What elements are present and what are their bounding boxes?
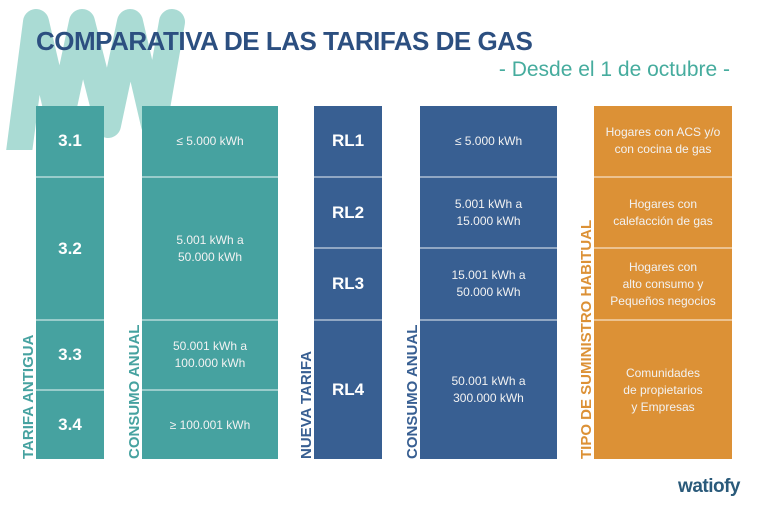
new-tariff-label: NUEVA TARIFA <box>298 350 315 459</box>
old-tariff-column: 3.1 3.2 3.3 3.4 <box>36 106 104 459</box>
supply-type-3: Hogares con alto consumo y Pequeños nego… <box>594 247 732 319</box>
new-tariff-rl4: RL4 <box>314 319 382 459</box>
old-tariff-3-1: 3.1 <box>58 131 82 150</box>
new-consumption-2: 5.001 kWh a 15.000 kWh <box>420 176 557 247</box>
new-consumption-1: ≤ 5.000 kWh <box>454 133 523 148</box>
old-consumption-1: ≤ 5.000 kWh <box>176 133 244 148</box>
old-consumption-3: 50.001 kWh a 100.000 kWh <box>142 319 278 389</box>
old-consumption-column: ≤ 5.000 kWh 5.001 kWh a 50.000 kWh 50.00… <box>142 106 278 459</box>
watiofy-logo: watiofy <box>678 476 740 497</box>
new-consumption-label: CONSUMO ANUAL <box>404 324 421 459</box>
new-tariff-rl2: RL2 <box>314 176 382 247</box>
page-subtitle: - Desde el 1 de octubre - <box>498 58 730 81</box>
old-tariff-3-2: 3.2 <box>36 176 104 319</box>
new-consumption-3: 15.001 kWh a 50.000 kWh <box>420 247 557 319</box>
supply-type-4: Comunidades de propietarios y Empresas <box>594 319 732 459</box>
old-tariff-3-3: 3.3 <box>36 319 104 389</box>
old-tariff-label: TARIFA ANTIGUA <box>20 334 37 459</box>
old-consumption-2: 5.001 kWh a 50.000 kWh <box>142 176 278 319</box>
old-consumption-label: CONSUMO ANUAL <box>126 324 143 459</box>
old-consumption-4: ≥ 100.001 kWh <box>142 389 278 459</box>
new-consumption-4: 50.001 kWh a 300.000 kWh <box>420 319 557 459</box>
new-consumption-column: ≤ 5.000 kWh 5.001 kWh a 15.000 kWh 15.00… <box>420 106 557 459</box>
new-tariff-rl3: RL3 <box>314 247 382 319</box>
supply-type-2: Hogares con calefacción de gas <box>594 176 732 247</box>
new-tariff-rl1: RL1 <box>331 131 365 150</box>
supply-type-label: TIPO DE SUMINISTRO HABITUAL <box>578 219 595 459</box>
old-tariff-3-4: 3.4 <box>36 389 104 459</box>
page-title: COMPARATIVA DE LAS TARIFAS DE GAS <box>36 26 533 56</box>
new-tariff-column: RL1 RL2 RL3 RL4 <box>314 106 382 459</box>
supply-type-1: Hogares con ACS y/o con cocina de gas <box>605 125 721 156</box>
supply-type-column: Hogares con ACS y/o con cocina de gas Ho… <box>594 106 732 459</box>
